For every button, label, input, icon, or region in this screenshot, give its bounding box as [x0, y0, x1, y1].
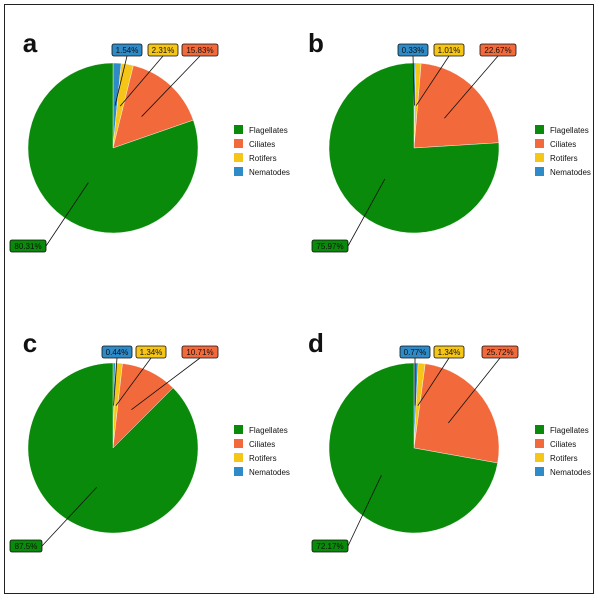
data-label-flagellates: 75.97%	[316, 242, 343, 251]
legend-label-ciliates: Ciliates	[249, 440, 275, 449]
data-label-nematodes: 0.77%	[404, 348, 427, 357]
legend-label-rotifers: Rotifers	[249, 154, 277, 163]
panel-letter: b	[308, 28, 324, 58]
leader-line-rotifers	[115, 357, 152, 406]
data-label-box-rotifers	[135, 345, 167, 359]
legend-swatch-flagellates	[535, 425, 544, 434]
legend-label-flagellates: Flagellates	[550, 426, 589, 435]
data-label-box-rotifers	[433, 345, 465, 359]
data-label-box-flagellates	[9, 539, 43, 553]
data-label-box-ciliates	[181, 345, 219, 359]
data-label-box-ciliates	[181, 43, 219, 57]
legend-swatch-flagellates	[535, 125, 544, 134]
legend-label-nematodes: Nematodes	[249, 168, 290, 177]
leader-line-ciliates	[131, 357, 201, 411]
data-label-nematodes: 0.44%	[106, 348, 129, 357]
legend-label-flagellates: Flagellates	[249, 426, 288, 435]
data-label-box-nematodes	[101, 345, 133, 359]
data-label-box-flagellates	[9, 239, 47, 253]
leader-line-ciliates	[444, 55, 499, 119]
data-label-box-nematodes	[399, 345, 431, 359]
legend-swatch-rotifers	[535, 453, 544, 462]
pie-panel-c: c 0.44% 1.34% 10.71% 87.5% Flagellates Ciliate…	[9, 328, 290, 553]
leader-line-flagellates	[347, 475, 382, 547]
data-label-box-nematodes	[397, 43, 429, 57]
legend-swatch-ciliates	[234, 439, 243, 448]
pie-slice-flagellates	[27, 362, 199, 534]
panel-letter: a	[23, 28, 38, 58]
data-label-ciliates: 10.71%	[186, 348, 213, 357]
leader-line-flagellates	[347, 178, 386, 247]
legend-swatch-flagellates	[234, 125, 243, 134]
pie-panel-a: a 1.54% 2.31% 15.83% 80.31% Flagellates Ciliat…	[9, 28, 290, 253]
panel-letter: c	[23, 328, 37, 358]
data-label-ciliates: 15.83%	[186, 46, 213, 55]
legend-swatch-ciliates	[535, 139, 544, 148]
legend-label-flagellates: Flagellates	[249, 126, 288, 135]
legend-label-nematodes: Nematodes	[249, 468, 290, 477]
pie-panel-d: d 0.77% 1.34% 25.72% 72.17% Flagellates Ciliat…	[308, 328, 591, 553]
data-label-box-ciliates	[481, 345, 519, 359]
panel-letter: d	[308, 328, 324, 358]
pie-slice-flagellates	[27, 62, 199, 234]
leader-line-flagellates	[41, 486, 98, 547]
data-label-rotifers: 1.01%	[438, 46, 461, 55]
leader-line-rotifers	[415, 55, 450, 106]
pie-slice-flagellates	[328, 62, 500, 234]
data-label-ciliates: 25.72%	[486, 348, 513, 357]
data-label-box-nematodes	[111, 43, 143, 57]
data-label-box-ciliates	[479, 43, 517, 57]
pie-slice-ciliates	[112, 65, 194, 149]
leader-line-nematodes	[412, 55, 415, 106]
pie-slice-ciliates	[413, 363, 500, 464]
pie-panel-b: b 0.33% 1.01% 22.67% 75.97% Flagellates Ciliat…	[308, 28, 591, 253]
leader-line-rotifers	[119, 55, 164, 107]
legend-swatch-nematodes	[234, 467, 243, 476]
data-label-rotifers: 2.31%	[152, 46, 175, 55]
data-label-rotifers: 1.34%	[438, 348, 461, 357]
data-label-rotifers: 1.34%	[140, 348, 163, 357]
legend: Flagellates Ciliates Rotifers Nematodes	[234, 425, 290, 477]
legend-label-ciliates: Ciliates	[550, 140, 576, 149]
data-label-box-rotifers	[147, 43, 179, 57]
legend-swatch-ciliates	[234, 139, 243, 148]
legend-label-flagellates: Flagellates	[550, 126, 589, 135]
legend-label-rotifers: Rotifers	[249, 454, 277, 463]
data-label-nematodes: 1.54%	[116, 46, 139, 55]
legend-label-nematodes: Nematodes	[550, 168, 591, 177]
data-label-flagellates: 72.17%	[316, 542, 343, 551]
pie-slice-ciliates	[413, 63, 500, 149]
leader-line-nematodes	[114, 55, 128, 106]
leader-line-ciliates	[141, 55, 201, 117]
legend-label-ciliates: Ciliates	[550, 440, 576, 449]
legend-swatch-rotifers	[234, 453, 243, 462]
leader-line-rotifers	[417, 357, 450, 406]
legend-swatch-nematodes	[535, 467, 544, 476]
data-label-flagellates: 80.31%	[14, 242, 41, 251]
data-label-nematodes: 0.33%	[402, 46, 425, 55]
legend-swatch-nematodes	[535, 167, 544, 176]
legend: Flagellates Ciliates Rotifers Nematodes	[234, 125, 290, 177]
legend-swatch-rotifers	[535, 153, 544, 162]
legend-swatch-nematodes	[234, 167, 243, 176]
legend-label-ciliates: Ciliates	[249, 140, 275, 149]
legend-label-nematodes: Nematodes	[550, 468, 591, 477]
legend-swatch-flagellates	[234, 425, 243, 434]
data-label-box-rotifers	[433, 43, 465, 57]
legend: Flagellates Ciliates Rotifers Nematodes	[535, 425, 591, 477]
data-label-box-flagellates	[311, 239, 349, 253]
legend-swatch-rotifers	[234, 153, 243, 162]
data-label-ciliates: 22.67%	[484, 46, 511, 55]
data-label-flagellates: 87.5%	[15, 542, 38, 551]
leader-line-nematodes	[113, 357, 118, 406]
legend-label-rotifers: Rotifers	[550, 454, 578, 463]
legend-swatch-ciliates	[535, 439, 544, 448]
data-label-box-flagellates	[311, 539, 349, 553]
legend-label-rotifers: Rotifers	[550, 154, 578, 163]
legend: Flagellates Ciliates Rotifers Nematodes	[535, 125, 591, 177]
leader-line-flagellates	[45, 182, 89, 247]
leader-line-ciliates	[448, 357, 501, 424]
pie-slice-flagellates	[328, 362, 498, 534]
